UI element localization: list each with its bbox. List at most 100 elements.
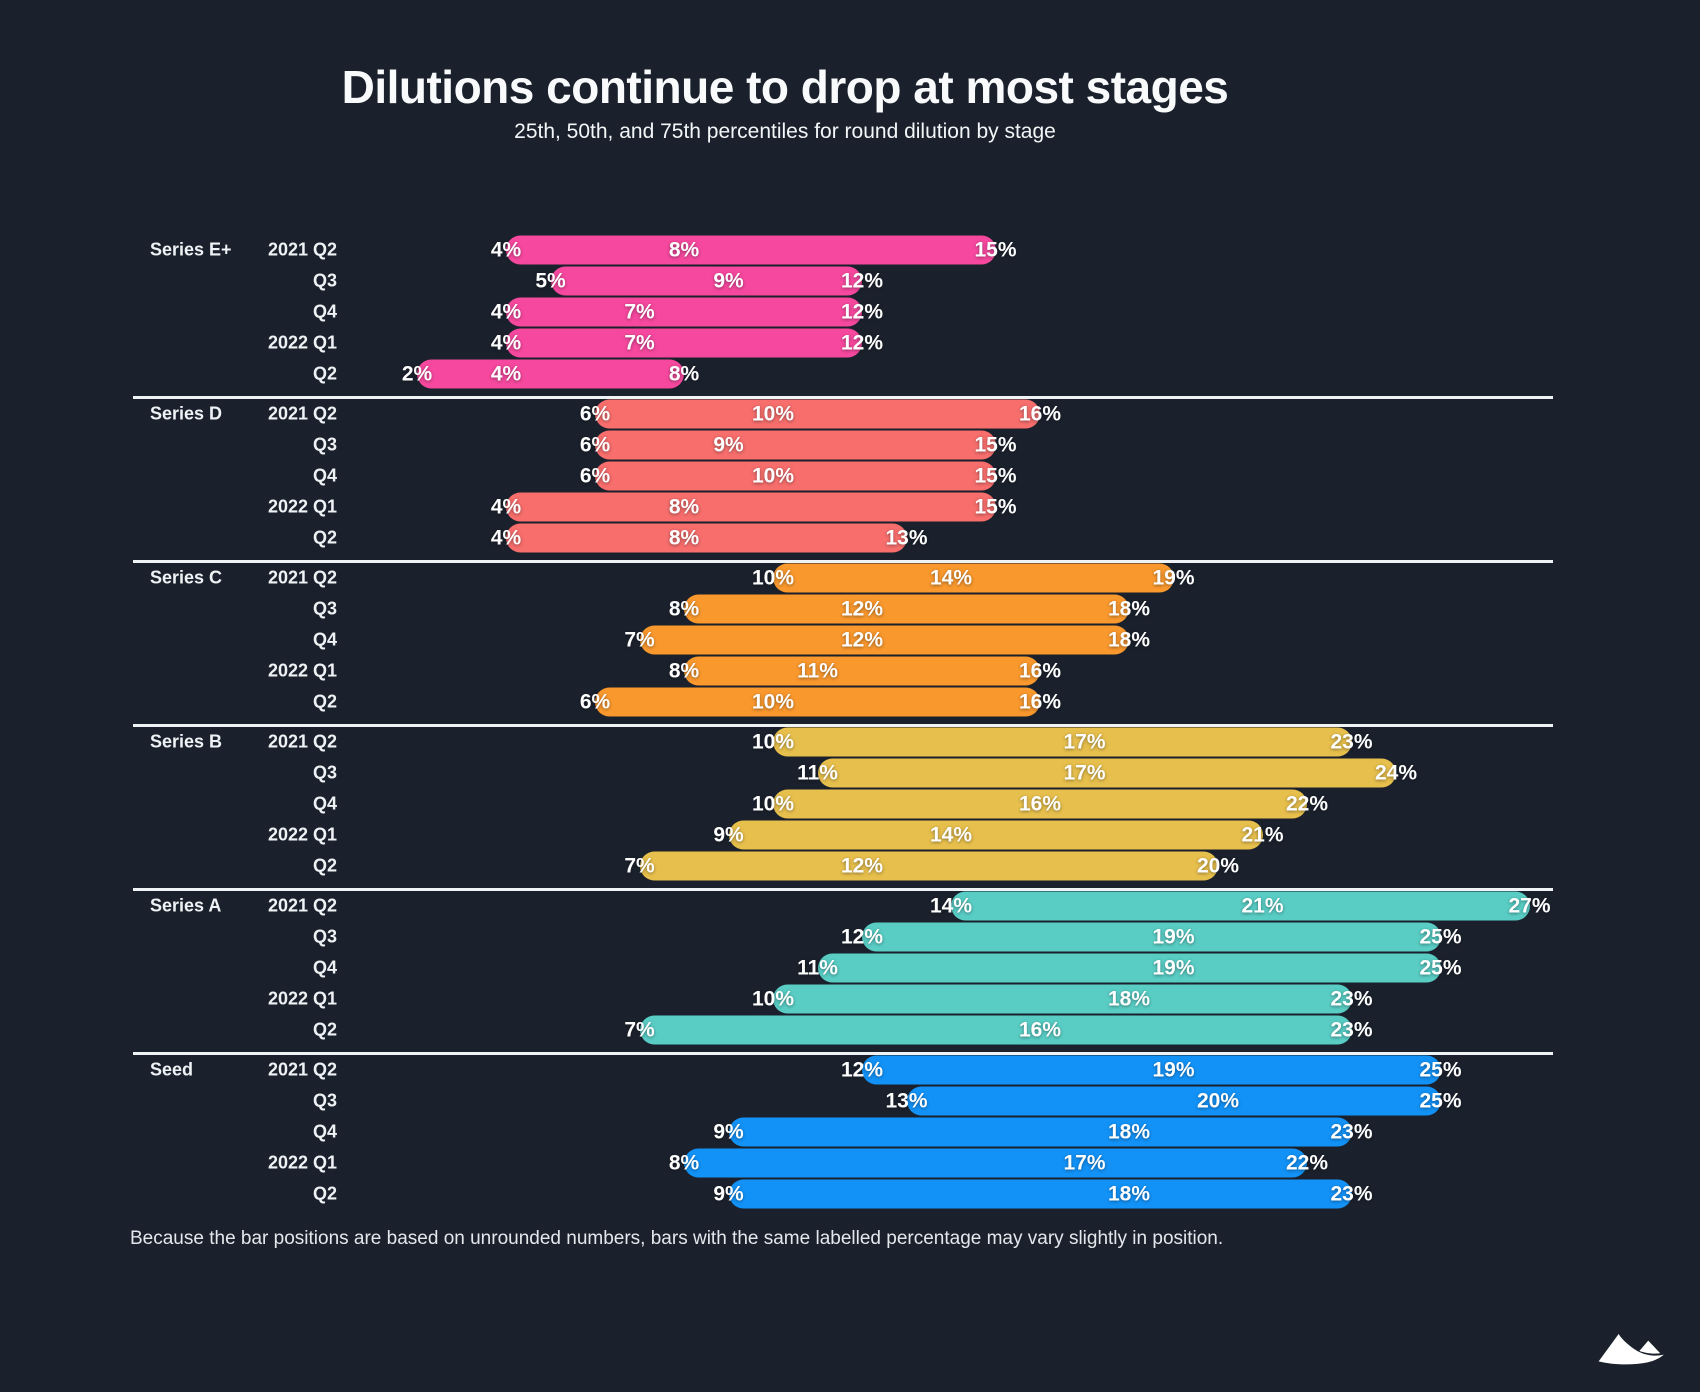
- range-bar: 4% 8% 13%: [491, 523, 928, 553]
- range-bar: 13% 20% 25%: [885, 1086, 1462, 1116]
- p50-label: 18%: [1107, 987, 1151, 1010]
- section-divider: [133, 1052, 1553, 1055]
- p25-label: 4%: [490, 300, 522, 323]
- p25-label: 5%: [535, 269, 566, 292]
- p50-label: 9%: [713, 269, 744, 292]
- range-bar: 12% 19% 25%: [841, 922, 1462, 952]
- stage-label-series-e-: Series E+: [150, 239, 232, 260]
- p50-label: 11%: [797, 659, 838, 682]
- p75-label: 25%: [1419, 925, 1462, 948]
- range-bar: 8% 11% 16%: [669, 656, 1061, 686]
- p25-label: 14%: [929, 894, 973, 917]
- p25-label: 4%: [490, 238, 522, 261]
- p75-label: 18%: [1107, 628, 1151, 651]
- range-bar: 10% 18% 23%: [752, 984, 1373, 1014]
- p75-label: 22%: [1285, 792, 1329, 815]
- range-bar: 7% 12% 20%: [624, 851, 1239, 881]
- p25-label: 6%: [579, 464, 611, 487]
- p25-label: 11%: [797, 761, 838, 784]
- stage-label-seed: Seed: [150, 1059, 194, 1080]
- p75-label: 23%: [1330, 730, 1373, 753]
- p75-label: 25%: [1419, 956, 1462, 979]
- p25-label: 7%: [624, 628, 655, 651]
- p50-label: 10%: [751, 690, 795, 713]
- p25-label: 10%: [751, 566, 795, 589]
- range-bar: 10% 16% 22%: [752, 789, 1328, 819]
- p75-label: 23%: [1330, 1120, 1373, 1143]
- range-bar: 5% 9% 12%: [535, 266, 883, 296]
- p50-label: 12%: [840, 597, 884, 620]
- mountain-peaks-logo-icon: [1598, 1333, 1664, 1365]
- quarter-label: Q2: [312, 855, 337, 876]
- p25-label: 2%: [401, 362, 433, 385]
- quarter-label: Q2: [312, 1019, 337, 1040]
- range-bar: 7% 12% 18%: [624, 625, 1150, 655]
- range-bar: 4% 7% 12%: [491, 297, 883, 327]
- p50-label: 17%: [1063, 730, 1106, 753]
- p50-label: 21%: [1241, 894, 1284, 917]
- range-bar: 9% 18% 23%: [713, 1117, 1373, 1147]
- p50-label: 19%: [1152, 956, 1195, 979]
- p25-label: 4%: [490, 495, 522, 518]
- range-bar: 9% 18% 23%: [713, 1179, 1373, 1209]
- quarter-label: Q3: [312, 926, 337, 947]
- p25-label: 10%: [751, 987, 795, 1010]
- range-bar: 11% 19% 25%: [797, 953, 1462, 983]
- p25-label: 6%: [579, 402, 611, 425]
- p50-label: 10%: [751, 402, 795, 425]
- stage-label-series-d: Series D: [150, 403, 223, 424]
- p75-label: 22%: [1285, 1151, 1329, 1174]
- quarter-label: Q4: [312, 793, 337, 814]
- range-bar: 4% 8% 15%: [491, 235, 1017, 265]
- p25-label: 13%: [885, 1089, 928, 1112]
- p50-label: 10%: [751, 464, 795, 487]
- quarter-label: 2021 Q2: [267, 567, 337, 588]
- p25-label: 11%: [797, 956, 838, 979]
- p25-label: 9%: [713, 1120, 744, 1143]
- p50-label: 14%: [929, 823, 973, 846]
- page-subtitle: 25th, 50th, and 75th percentiles for rou…: [514, 120, 1056, 143]
- p75-label: 15%: [974, 495, 1017, 518]
- p25-label: 8%: [668, 1151, 700, 1174]
- quarter-label: Q4: [312, 301, 337, 322]
- p50-label: 9%: [713, 433, 744, 456]
- chart-footnote: Because the bar positions are based on u…: [130, 1228, 1224, 1249]
- p75-label: 13%: [885, 526, 928, 549]
- quarter-label: 2021 Q2: [267, 895, 337, 916]
- stage-label-series-a: Series A: [150, 895, 222, 916]
- p75-label: 8%: [668, 362, 700, 385]
- quarter-label: 2022 Q1: [267, 824, 337, 845]
- section-divider: [133, 396, 1553, 399]
- p25-label: 6%: [579, 433, 611, 456]
- quarter-label: Q2: [312, 1183, 337, 1204]
- p75-label: 23%: [1330, 1182, 1373, 1205]
- p50-label: 7%: [624, 300, 655, 323]
- range-bar: 12% 19% 25%: [841, 1055, 1462, 1085]
- p75-label: 15%: [974, 464, 1017, 487]
- p25-label: 8%: [668, 597, 700, 620]
- quarter-label: 2022 Q1: [267, 496, 337, 517]
- p50-label: 19%: [1152, 1058, 1195, 1081]
- quarter-label: Q2: [312, 363, 337, 384]
- range-bar: 4% 8% 15%: [491, 492, 1017, 522]
- p75-label: 19%: [1152, 566, 1195, 589]
- quarter-label: Q4: [312, 957, 337, 978]
- range-bar: 6% 10% 16%: [580, 399, 1061, 429]
- range-bar: 9% 14% 21%: [713, 820, 1284, 850]
- quarter-label: 2021 Q2: [267, 403, 337, 424]
- p75-label: 20%: [1196, 854, 1240, 877]
- p75-label: 12%: [840, 269, 884, 292]
- range-bar: 10% 17% 23%: [752, 727, 1373, 757]
- quarter-label: 2021 Q2: [267, 731, 337, 752]
- quarter-label: Q3: [312, 434, 337, 455]
- p25-label: 6%: [579, 690, 611, 713]
- p50-label: 19%: [1152, 925, 1195, 948]
- p75-label: 15%: [974, 433, 1017, 456]
- quarter-label: Q3: [312, 270, 337, 291]
- range-bar: 6% 10% 16%: [580, 687, 1061, 717]
- range-bar: 2% 4% 8%: [402, 359, 699, 389]
- p75-label: 18%: [1107, 597, 1151, 620]
- p25-label: 4%: [490, 526, 522, 549]
- p25-label: 7%: [624, 1018, 655, 1041]
- quarter-label: Q4: [312, 1121, 337, 1142]
